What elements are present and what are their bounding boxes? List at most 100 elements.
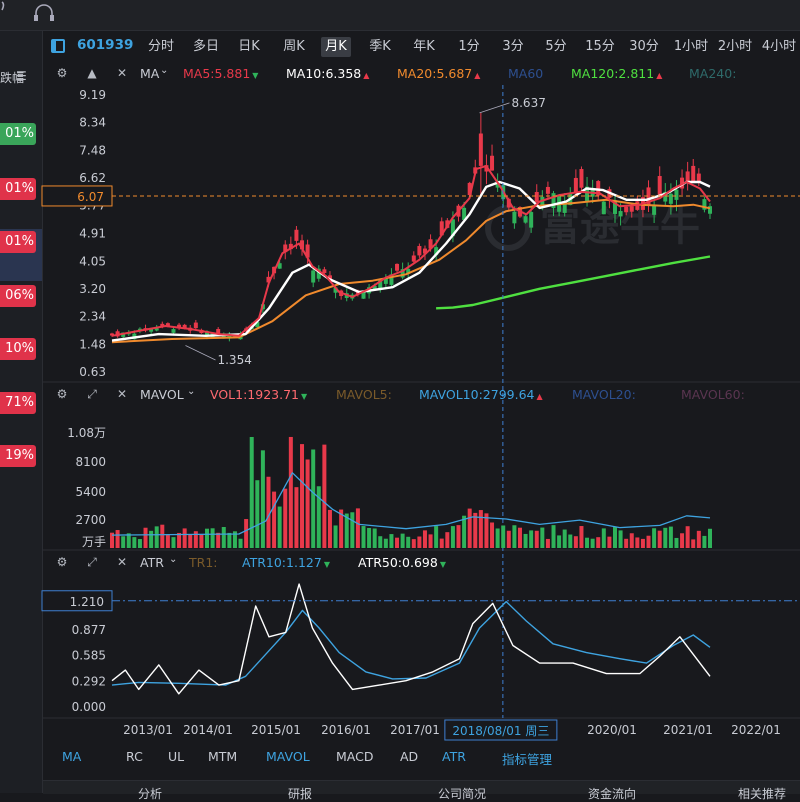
bottom-tab[interactable]: 研报 [288, 787, 313, 801]
close-icon[interactable]: ✕ [116, 555, 128, 569]
settings-icon[interactable]: ⚙ [56, 555, 68, 569]
settings-icon[interactable]: ⚙ [56, 387, 68, 401]
volume-bar [277, 506, 282, 548]
settings-icon[interactable]: ⚙ [56, 66, 68, 80]
volume-bar [177, 532, 182, 548]
sidebar-header[interactable]: 跌幅 [0, 67, 36, 85]
indicator-value-label: MAVOL20: [572, 387, 636, 402]
volume-bar [635, 537, 640, 548]
volume-bar [646, 535, 651, 548]
indicator-value: TR1: [189, 555, 218, 570]
candle-body [216, 328, 221, 335]
timeframe-tab[interactable]: 5分 [545, 39, 567, 54]
change-badge[interactable]: 01% [0, 178, 36, 200]
volume-bar [618, 530, 623, 548]
chevron-down-icon[interactable]: ⌄ [187, 386, 196, 397]
volume-tick-label: 万手 [82, 535, 106, 549]
price-tick-label: 6.62 [79, 171, 106, 185]
price-tick-label: 1.48 [79, 337, 106, 351]
volume-bar [339, 509, 344, 548]
bottom-tab-bar: 分析 研报 公司简况 资金流向 相关推荐 [43, 780, 800, 801]
indicator-tab[interactable]: UL [168, 749, 185, 764]
x-tick-label: 2020/01 [587, 723, 637, 737]
indicator-tab[interactable]: MACD [336, 749, 374, 764]
volume-bar [283, 488, 288, 548]
timeframe-tab[interactable]: 3分 [502, 39, 524, 54]
volume-bar [568, 534, 573, 548]
volume-bar [450, 526, 455, 548]
volume-bar [680, 533, 685, 548]
timeframe-tab[interactable]: 1小时 [673, 39, 709, 54]
indicator-tab[interactable]: RC [126, 749, 143, 764]
candle-body [579, 169, 584, 188]
price-tick-label: 8.34 [79, 116, 106, 130]
close-icon[interactable]: ✕ [116, 387, 128, 401]
timeframe-tab[interactable]: 日K [238, 39, 260, 54]
indicator-name[interactable]: ATR [140, 555, 164, 570]
timeframe-tab[interactable]: 年K [413, 39, 435, 54]
volume-bar [126, 533, 131, 548]
indicator-tab[interactable]: MAVOL [266, 749, 310, 764]
timeframe-tab[interactable]: 2小时 [717, 39, 753, 54]
timeframe-tab[interactable]: 15分 [585, 39, 615, 54]
timeframe-tab[interactable]: 多日 [192, 39, 219, 54]
volume-bar [562, 529, 567, 548]
change-badge[interactable]: 06% [0, 285, 36, 307]
timeframe-tab[interactable]: 30分 [629, 39, 659, 54]
panel-action-icon[interactable]: ▲ [87, 66, 97, 80]
back-icon[interactable] [1, 1, 5, 11]
timeframe-tab[interactable]: 月K [321, 37, 351, 57]
indicator-tab[interactable]: MTM [208, 749, 238, 764]
indicator-name[interactable]: MAVOL [140, 387, 184, 402]
indicator-value: ATR10:1.127 ▼ [242, 555, 330, 570]
volume-bar [322, 444, 327, 548]
panel-action-icon[interactable]: ⤢ [87, 387, 97, 401]
volume-bar [685, 526, 690, 548]
candle-body [512, 211, 517, 224]
timeframe-tab[interactable]: 季K [369, 39, 391, 54]
candle-body [154, 328, 159, 331]
close-icon[interactable]: ✕ [116, 66, 128, 80]
volume-bar [428, 534, 433, 548]
sidebar-toggle-icon[interactable] [51, 39, 65, 53]
low-annotation: 1.354 [217, 353, 251, 367]
candle-body [652, 205, 657, 215]
volume-bar [193, 531, 198, 548]
indicator-tab[interactable]: ATR [442, 749, 466, 764]
timeframe-tab[interactable]: 1分 [458, 39, 480, 54]
chevron-down-icon[interactable]: ⌄ [160, 65, 169, 76]
bottom-tab[interactable]: 分析 [138, 787, 163, 801]
indicator-value-label: MA20:5.687 [397, 66, 473, 81]
volume-bar [383, 538, 388, 548]
menu-icon[interactable]: ☰ [16, 69, 27, 83]
indicator-name[interactable]: MA [140, 66, 160, 81]
change-badge[interactable]: 19% [0, 445, 36, 467]
timeframe-tab[interactable]: 周K [283, 39, 305, 54]
stock-code[interactable]: 601939 [77, 37, 134, 53]
chevron-down-icon[interactable]: ⌄ [169, 554, 178, 565]
x-tick-label: 2016/01 [321, 723, 371, 737]
bottom-tab[interactable]: 资金流向 [588, 787, 637, 801]
candle-body [551, 193, 556, 209]
indicator-tab[interactable]: MA [62, 749, 82, 764]
change-badge[interactable]: 10% [0, 338, 36, 360]
panel-action-icon[interactable]: ⤢ [87, 555, 97, 569]
mavol10-line [111, 472, 711, 536]
timeframe-tab[interactable]: 4小时 [761, 39, 797, 54]
bottom-tab[interactable]: 公司简况 [438, 787, 487, 801]
change-badge[interactable]: 01% [0, 123, 36, 145]
indicator-tab[interactable]: AD [400, 749, 419, 764]
indicator-value: MA10:6.358 ▲ [286, 66, 369, 81]
watchlist-sidebar: 跌幅 ☰ 01% 01% 01% 06% 10% 71% 19% [0, 31, 43, 793]
change-badge[interactable]: 71% [0, 392, 36, 414]
timeframe-tab[interactable]: 分时 [147, 39, 174, 54]
volume-bar [350, 512, 355, 548]
change-badge[interactable]: 01% [0, 231, 36, 253]
candle-body [283, 244, 288, 253]
headset-icon[interactable] [34, 4, 54, 21]
indicator-tab[interactable]: 指标管理 [502, 752, 553, 767]
indicator-value-label: MA10:6.358 [286, 66, 362, 81]
volume-bar [422, 530, 427, 548]
bottom-tab[interactable]: 相关推荐 [738, 787, 787, 801]
